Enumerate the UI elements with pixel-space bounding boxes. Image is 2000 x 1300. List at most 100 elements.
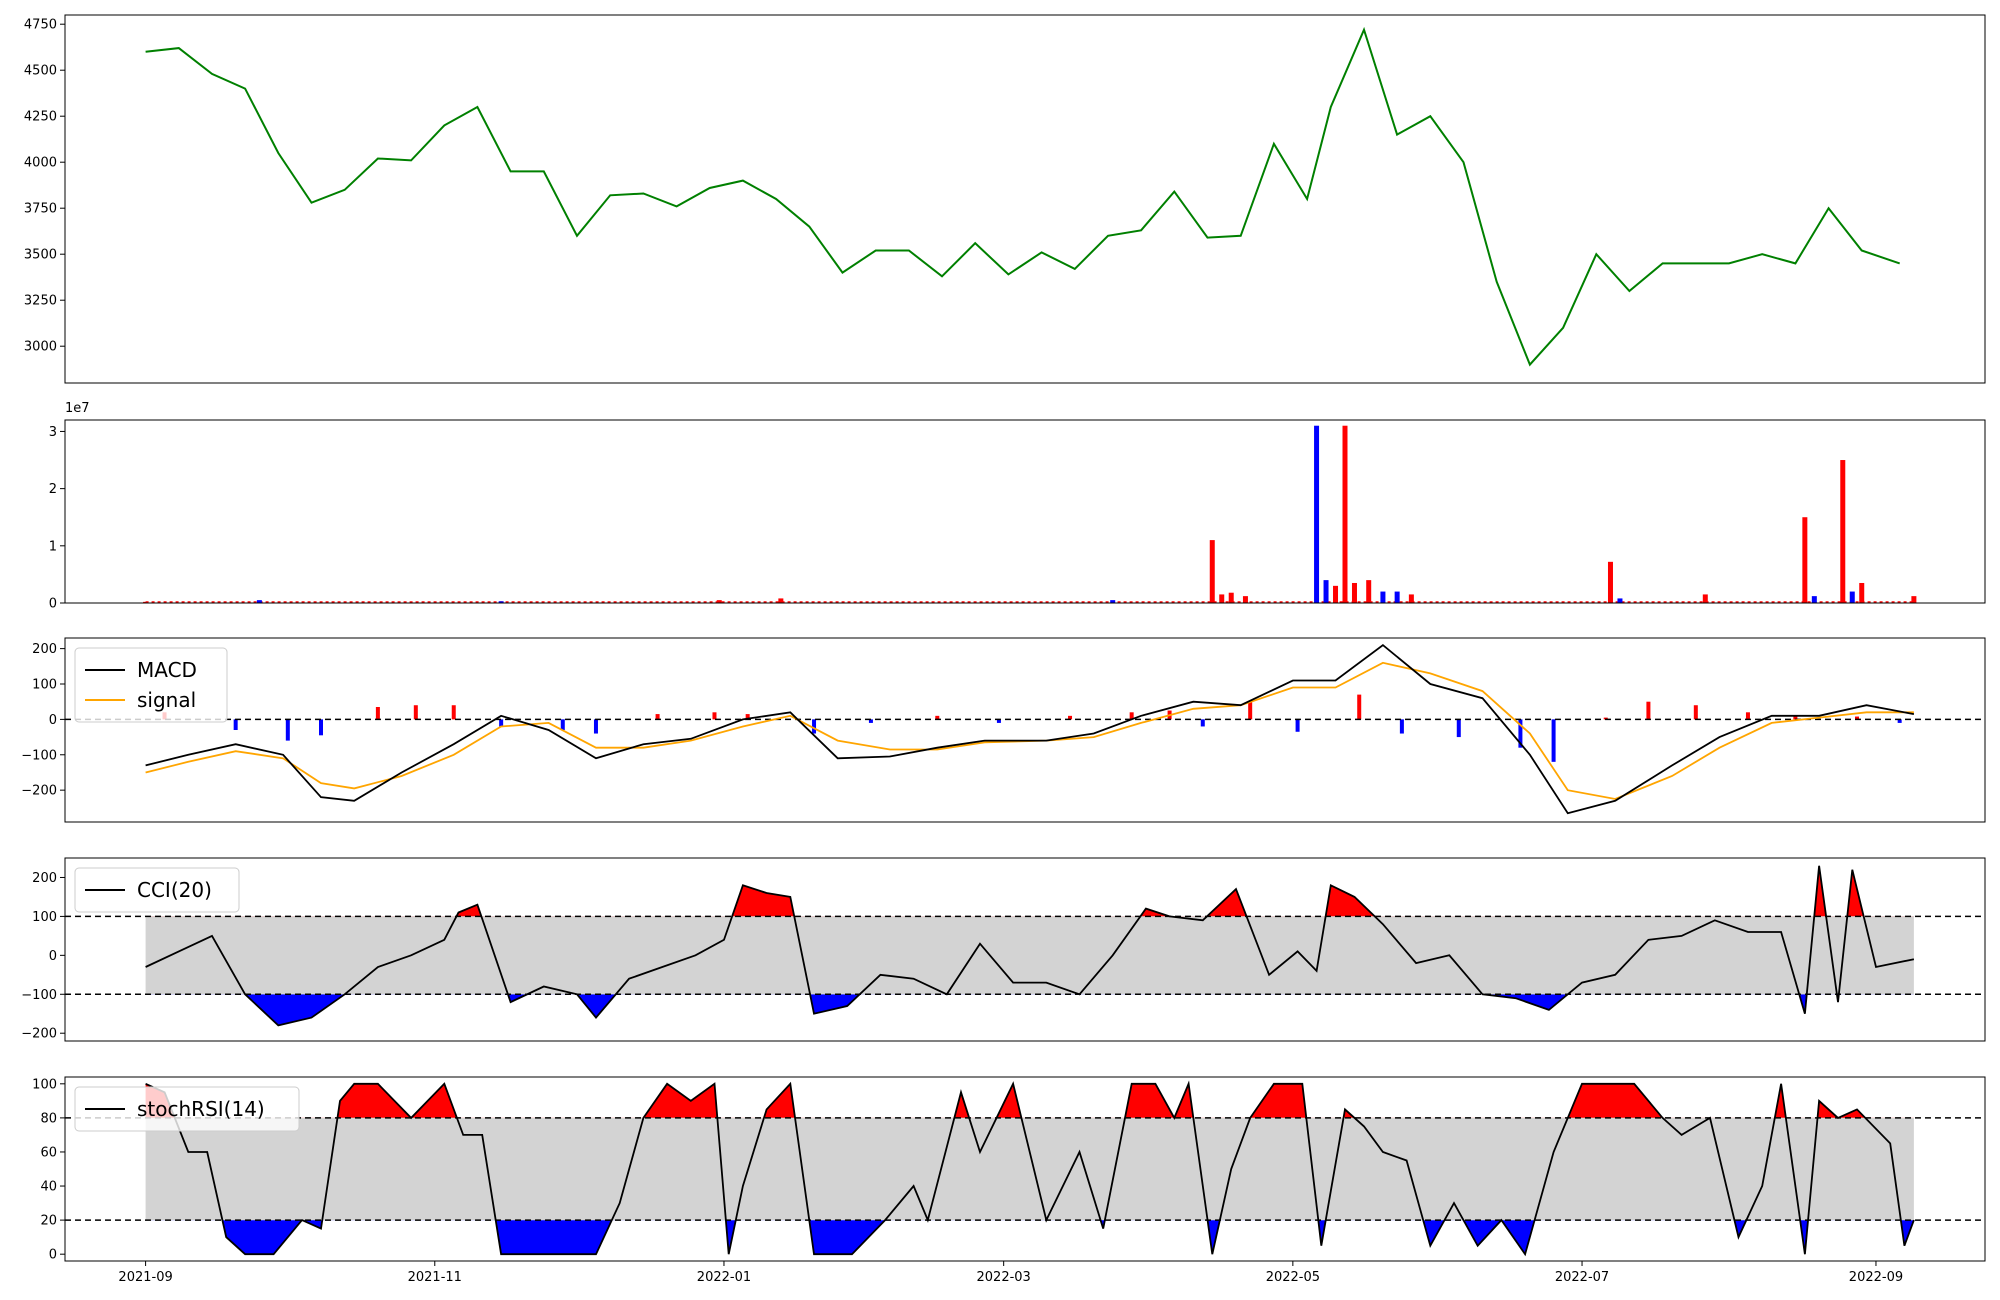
legends-layer: MACD signal CCI(20) stochRSI(14)	[74, 647, 300, 1132]
volume-bar	[1228, 592, 1234, 603]
volume-bar	[1617, 598, 1623, 603]
macd-hist-bar	[1897, 719, 1902, 723]
macd-hist-bar	[593, 719, 598, 734]
macd-hist-bar	[1518, 719, 1523, 748]
price-ytick-label: 3750	[24, 202, 57, 217]
volume-bar	[1911, 596, 1917, 603]
macd-hist-bar	[1248, 701, 1253, 720]
macd-hist-bar	[1603, 717, 1608, 720]
cci-ytick-label: −100	[21, 988, 57, 1003]
volume-ytick-label: 1	[49, 539, 57, 554]
volume-bar	[1242, 596, 1248, 603]
volume-bar	[1380, 591, 1386, 603]
volume-bar	[1351, 582, 1357, 603]
price-ytick-label: 3500	[24, 248, 57, 263]
cci-legend-box	[74, 867, 240, 913]
stochrsi-ytick-label: 40	[40, 1180, 57, 1195]
macd-hist-bar	[712, 712, 717, 720]
cci-ytick-label: 0	[49, 949, 57, 964]
volume-ytick-label: 3	[49, 425, 57, 440]
macd-ytick-label: 200	[32, 642, 57, 657]
macd-hist-bar	[560, 719, 565, 730]
price-ytick-label: 3000	[24, 340, 57, 355]
macd-ytick-label: −200	[21, 784, 57, 799]
volume-bar	[1802, 517, 1808, 603]
macd-hist-bar	[1399, 719, 1404, 734]
macd-axes-frame	[64, 637, 1986, 823]
macd-hist-bar	[1693, 705, 1698, 720]
macd-hist-bar	[868, 719, 873, 723]
macd-legend-box	[74, 647, 228, 723]
xtick-label: 2022-01	[697, 1270, 751, 1285]
fills-layer	[145, 865, 1914, 1255]
volume-bar	[143, 601, 149, 603]
macd-hist-bar	[319, 719, 323, 736]
stochrsi-legend-label: stochRSI(14)	[137, 1097, 265, 1121]
price-ytick-label: 3250	[24, 294, 57, 309]
volume-offset-text: 1e7	[65, 401, 90, 416]
stochrsi-legend-box	[74, 1086, 300, 1132]
volume-bar	[1849, 591, 1855, 603]
stochrsi-ytick-label: 0	[49, 1248, 57, 1263]
volume-bar	[256, 600, 262, 603]
volume-ytick-label: 0	[49, 597, 57, 612]
xtick-label: 2022-03	[977, 1270, 1031, 1285]
ticks-layer: 3000325035003750400042504500475001231e7−…	[21, 18, 1903, 1285]
macd-hist-bar	[451, 705, 456, 720]
volume-bar	[1219, 594, 1225, 603]
volume-bar	[1333, 585, 1339, 603]
macd-hist-bar	[1295, 719, 1300, 732]
macd-hist-bar	[1646, 701, 1651, 720]
stochrsi-ytick-label: 20	[40, 1214, 57, 1229]
macd-ytick-label: −100	[21, 748, 57, 763]
macd-hist-bar	[375, 707, 380, 720]
macd-hist-bar	[745, 714, 750, 720]
macd-hist-bar	[1200, 719, 1205, 727]
volume-bar	[1323, 580, 1329, 603]
volume-bar	[716, 600, 722, 603]
xtick-label: 2022-05	[1266, 1270, 1320, 1285]
frames-layer	[64, 14, 1986, 1262]
xtick-label: 2022-09	[1849, 1270, 1903, 1285]
volume-bar	[1408, 594, 1414, 603]
cci-axes-frame	[64, 857, 1986, 1042]
macd-hist-bar	[655, 714, 660, 720]
macd-hist-bar	[1855, 716, 1859, 720]
macd-legend-label: signal	[137, 688, 196, 712]
cci-ytick-label: 200	[32, 871, 57, 886]
stochrsi-neutral-band	[145, 1117, 1914, 1221]
macd-hist-bar	[1357, 694, 1362, 720]
volume-bar	[1209, 540, 1215, 603]
volume-bar	[1859, 582, 1865, 603]
cci-legend-label: CCI(20)	[137, 878, 212, 902]
volume-bar	[498, 601, 504, 603]
volume-ytick-label: 2	[49, 482, 57, 497]
macd-hist-bar	[1745, 712, 1750, 720]
macd-hist-bar	[1551, 719, 1556, 762]
price-ytick-label: 4500	[24, 64, 57, 79]
xtick-label: 2021-11	[408, 1270, 462, 1285]
macd-hist-bar	[1793, 715, 1798, 720]
volume-axes-frame	[64, 419, 1986, 604]
volume-bar	[1811, 596, 1817, 603]
macd-legend-label: MACD	[137, 658, 197, 682]
macd-hist-bar	[499, 719, 504, 727]
macd-ytick-label: 0	[49, 713, 57, 728]
macd-hist-bar	[1456, 719, 1461, 738]
xtick-label: 2022-07	[1555, 1270, 1609, 1285]
stochrsi-oversold-fill	[222, 1220, 1914, 1255]
macd-hist-bar	[935, 715, 940, 720]
macd-line	[145, 643, 1915, 815]
macd-hist-bar	[1068, 715, 1073, 720]
volume-bar	[1342, 425, 1348, 603]
macd-hist-bar	[996, 719, 1001, 723]
volume-bar	[778, 598, 784, 603]
volume-bar	[1314, 425, 1320, 603]
xtick-label: 2021-09	[118, 1270, 172, 1285]
signal-line	[145, 661, 1914, 800]
macd-hist-bar	[812, 719, 817, 734]
stochrsi-axes-frame	[64, 1076, 1986, 1262]
bars-layer	[143, 425, 1917, 762]
volume-bar	[1840, 460, 1846, 603]
